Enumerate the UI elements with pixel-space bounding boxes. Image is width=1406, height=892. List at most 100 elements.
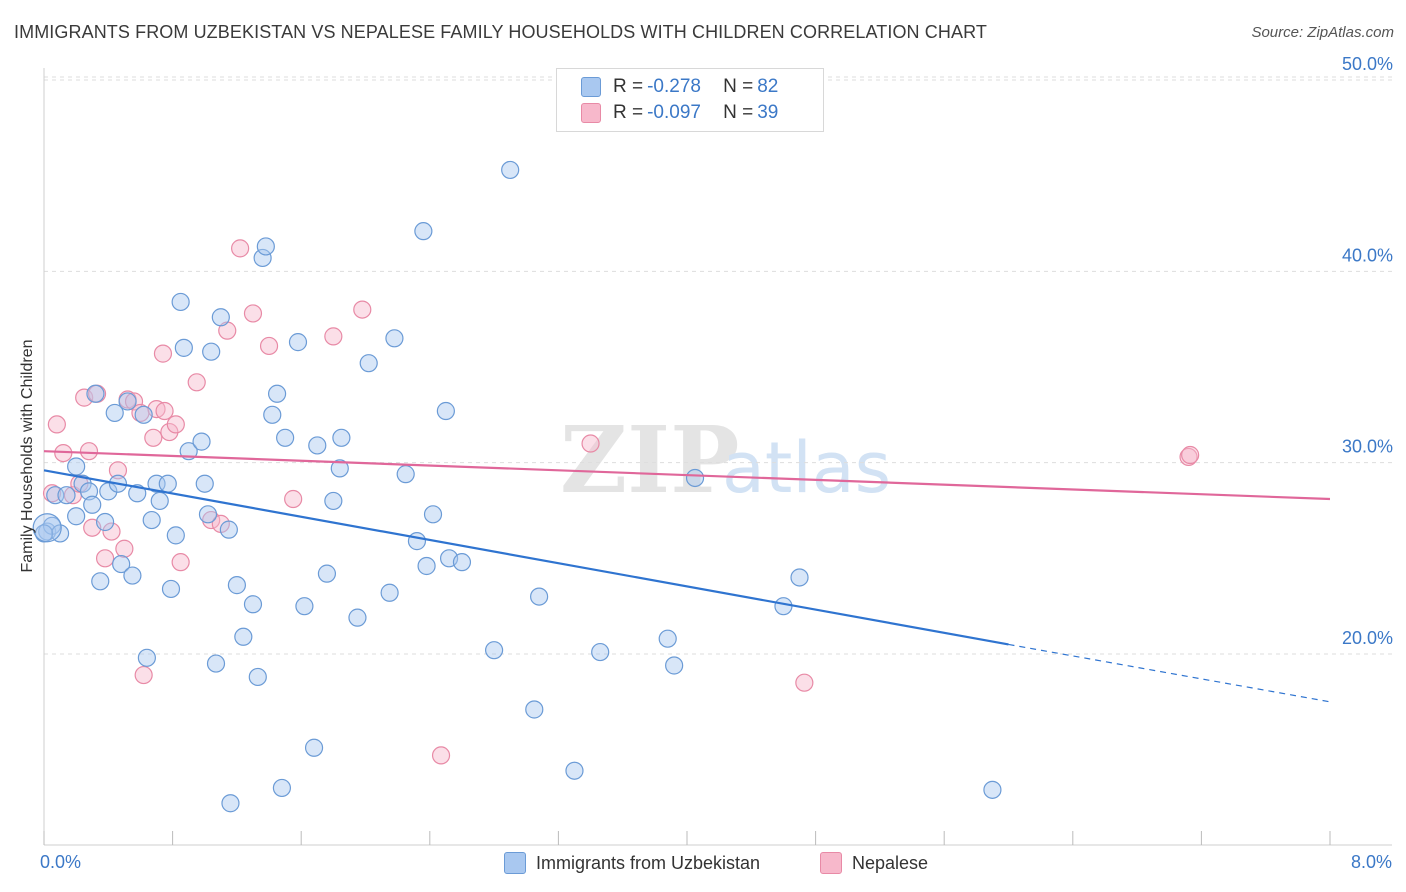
nepalese-point — [231, 239, 250, 258]
uzbekistan-point — [195, 474, 214, 493]
uzbekistan-point — [206, 654, 226, 673]
uzbekistan-point — [95, 512, 115, 532]
legend-item-uzbekistan[interactable]: Immigrants from Uzbekistan — [504, 852, 760, 874]
uzbekistan-point — [359, 354, 378, 373]
uzbekistan-point — [983, 780, 1002, 799]
series-legend: Immigrants from Uzbekistan Nepalese — [0, 852, 1406, 878]
uzbekistan-point — [658, 629, 677, 648]
uzbekistan-point — [267, 384, 287, 403]
nepalese-point — [284, 489, 303, 509]
uzbekistan-point — [332, 428, 351, 447]
uzbekistan-point — [256, 237, 275, 256]
nepalese-point — [155, 401, 174, 421]
uzbekistan-point — [150, 491, 169, 511]
uzbekistan-point — [348, 608, 367, 627]
n-value: 82 — [757, 76, 779, 97]
n-value: 39 — [757, 102, 779, 123]
uzbekistan-point — [452, 553, 472, 572]
r-value: -0.278 — [647, 76, 701, 97]
source-label: Source: ZipAtlas.com — [1251, 24, 1394, 41]
uzbekistan-point — [243, 595, 263, 614]
r-label: R = — [613, 102, 644, 123]
uzbekistan-point-large — [32, 513, 62, 543]
uzbekistan-point — [86, 384, 105, 403]
nepalese-point — [42, 484, 62, 503]
uzbekistan-point — [234, 627, 253, 646]
nepalese-point — [171, 553, 190, 572]
uzbekistan-point — [276, 428, 295, 447]
uzbekistan-point — [158, 474, 177, 493]
uzbekistan-point — [248, 667, 267, 687]
uzbekistan-point — [202, 342, 221, 361]
uzbekistan-point — [295, 597, 314, 616]
nepalese-point — [153, 344, 173, 363]
uzbekistan-point — [221, 794, 240, 813]
uzbekistan-point — [227, 576, 246, 595]
uzbekistan-point — [436, 401, 455, 421]
nepalese-point — [202, 510, 221, 530]
uzbekistan-point — [219, 520, 238, 539]
uzbekistan-point — [134, 405, 153, 424]
y-tick-label: 40.0% — [1342, 245, 1393, 265]
uzbekistan-point — [171, 292, 190, 312]
n-label: N = — [723, 102, 754, 123]
uzbekistan-point — [123, 566, 142, 585]
uzbekistan-point — [166, 526, 185, 545]
uzbekistan-point — [142, 510, 161, 530]
uzbekistan-point — [790, 568, 809, 587]
uzbekistan-point — [105, 403, 124, 423]
legend-item-nepalese[interactable]: Nepalese — [820, 852, 928, 874]
nepalese-point — [134, 665, 153, 685]
uzbekistan-point — [565, 761, 584, 780]
uzbekistan-point — [83, 495, 102, 514]
uzbekistan-point — [385, 329, 404, 348]
uzbekistan-point — [414, 222, 433, 241]
x-tick-max: 8.0% — [1350, 852, 1392, 872]
legend-label: Immigrants from Uzbekistan — [536, 852, 761, 873]
chart-title: IMMIGRANTS FROM UZBEKISTAN VS NEPALESE F… — [14, 22, 987, 42]
nepalese-point — [124, 392, 144, 411]
uzbekistan-point — [407, 532, 427, 551]
nepalese-point — [47, 415, 66, 434]
y-tick-label: 20.0% — [1342, 628, 1393, 648]
legend-label: Nepalese — [852, 852, 929, 873]
blue-swatch — [504, 852, 526, 874]
uzbekistan-point — [192, 432, 211, 451]
stats-row-nepalese: R = -0.097 N = 39 — [581, 101, 778, 125]
n-label: N = — [723, 76, 754, 97]
x-tick-min: 0.0% — [40, 852, 82, 872]
y-tick-label: 30.0% — [1342, 437, 1393, 457]
uzbekistan-point — [396, 465, 415, 484]
uzbekistan-point — [525, 700, 544, 719]
uzbekistan-point — [423, 505, 443, 524]
uzbekistan-point — [774, 597, 793, 616]
uzbekistan-trend-extension — [1008, 643, 1331, 703]
uzbekistan-point — [324, 491, 343, 511]
nepalese-point — [243, 304, 263, 323]
uzbekistan-point — [118, 392, 137, 411]
pink-swatch — [820, 852, 842, 874]
uzbekistan-point — [91, 572, 110, 591]
nepalese-point — [431, 746, 451, 765]
watermark-atlas: atlas — [722, 427, 891, 509]
uzbekistan-point — [112, 554, 131, 574]
uzbekistan-point — [308, 436, 327, 455]
watermark-zip: ZIP — [560, 406, 739, 514]
nepalese-point — [324, 327, 343, 346]
uzbekistan-point — [253, 248, 272, 268]
uzbekistan-point — [417, 556, 436, 576]
uzbekistan-point — [67, 507, 86, 526]
uzbekistan-point — [501, 160, 520, 180]
uzbekistan-point — [198, 505, 218, 524]
nepalese-trend-line — [43, 450, 1331, 501]
nepalese-point — [353, 300, 372, 319]
nepalese-point — [1181, 445, 1200, 465]
uzbekistan-point — [161, 579, 181, 599]
uzbekistan-point — [57, 486, 76, 505]
nepalese-point — [187, 373, 206, 392]
stats-legend: R = -0.278 N = 82 R = -0.097 N = 39 — [556, 68, 824, 132]
uzbekistan-point — [263, 405, 282, 424]
nepalese-point — [144, 428, 163, 447]
uzbekistan-point — [272, 778, 292, 798]
